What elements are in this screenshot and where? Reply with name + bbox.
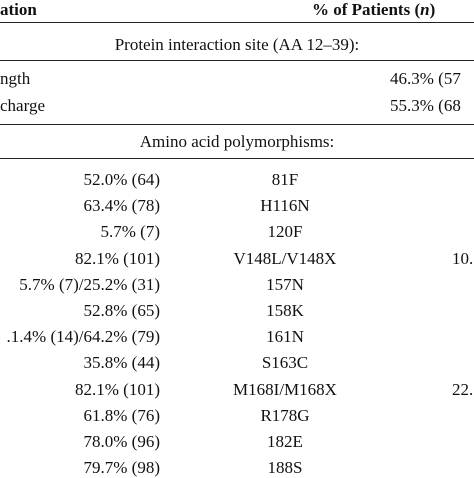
cell: charge — [0, 96, 45, 115]
cell: 22. — [452, 379, 474, 399]
cell: 79.7% (98) — [83, 458, 160, 478]
cell: M168I/M168X — [233, 379, 337, 399]
cell: H116N — [260, 196, 310, 216]
cell: 35.8% (44) — [83, 353, 160, 373]
rule — [0, 60, 474, 61]
cell: R178G — [260, 405, 310, 425]
cell: 120F — [267, 222, 303, 242]
cell: 52.0% (64) — [83, 170, 160, 189]
section-title: Protein interaction site (AA 12–39): — [114, 35, 360, 54]
header-text: ) — [429, 0, 436, 19]
header-italic: n — [420, 0, 430, 19]
cell: 55.3% (68 — [390, 96, 461, 115]
cell: 82.1% (101) — [75, 248, 160, 268]
section-title: Amino acid polymorphisms: — [139, 132, 335, 151]
cell: .1.4% (14)/64.2% (79) — [6, 327, 160, 347]
cell: 5.7% (7) — [100, 222, 160, 242]
cell: 157N — [266, 274, 304, 294]
cell: 158K — [266, 301, 304, 320]
cell: V148L/V148X — [233, 248, 337, 268]
cell: 5.7% (7)/25.2% (31) — [19, 274, 160, 294]
cell: S163C — [261, 353, 309, 373]
cell: 52.8% (65) — [83, 301, 160, 320]
header-right: % of Patients (n) — [312, 0, 435, 20]
cell: 182E — [267, 432, 303, 451]
cell: 81F — [271, 170, 299, 189]
cell: 82.1% (101) — [75, 379, 160, 399]
rule — [0, 22, 474, 23]
header-text: % of Patients ( — [312, 0, 421, 19]
cell: 46.3% (57 — [390, 69, 461, 88]
cell: ngth — [0, 69, 31, 88]
cell: 161N — [266, 327, 304, 347]
cell: 61.8% (76) — [83, 405, 160, 425]
cell: 63.4% (78) — [83, 196, 160, 216]
cell: 10. — [452, 248, 474, 268]
header-left: ation — [0, 0, 37, 19]
cell: 78.0% (96) — [83, 432, 160, 451]
cell: 188S — [267, 458, 303, 478]
rule — [0, 124, 474, 125]
rule — [0, 158, 474, 159]
